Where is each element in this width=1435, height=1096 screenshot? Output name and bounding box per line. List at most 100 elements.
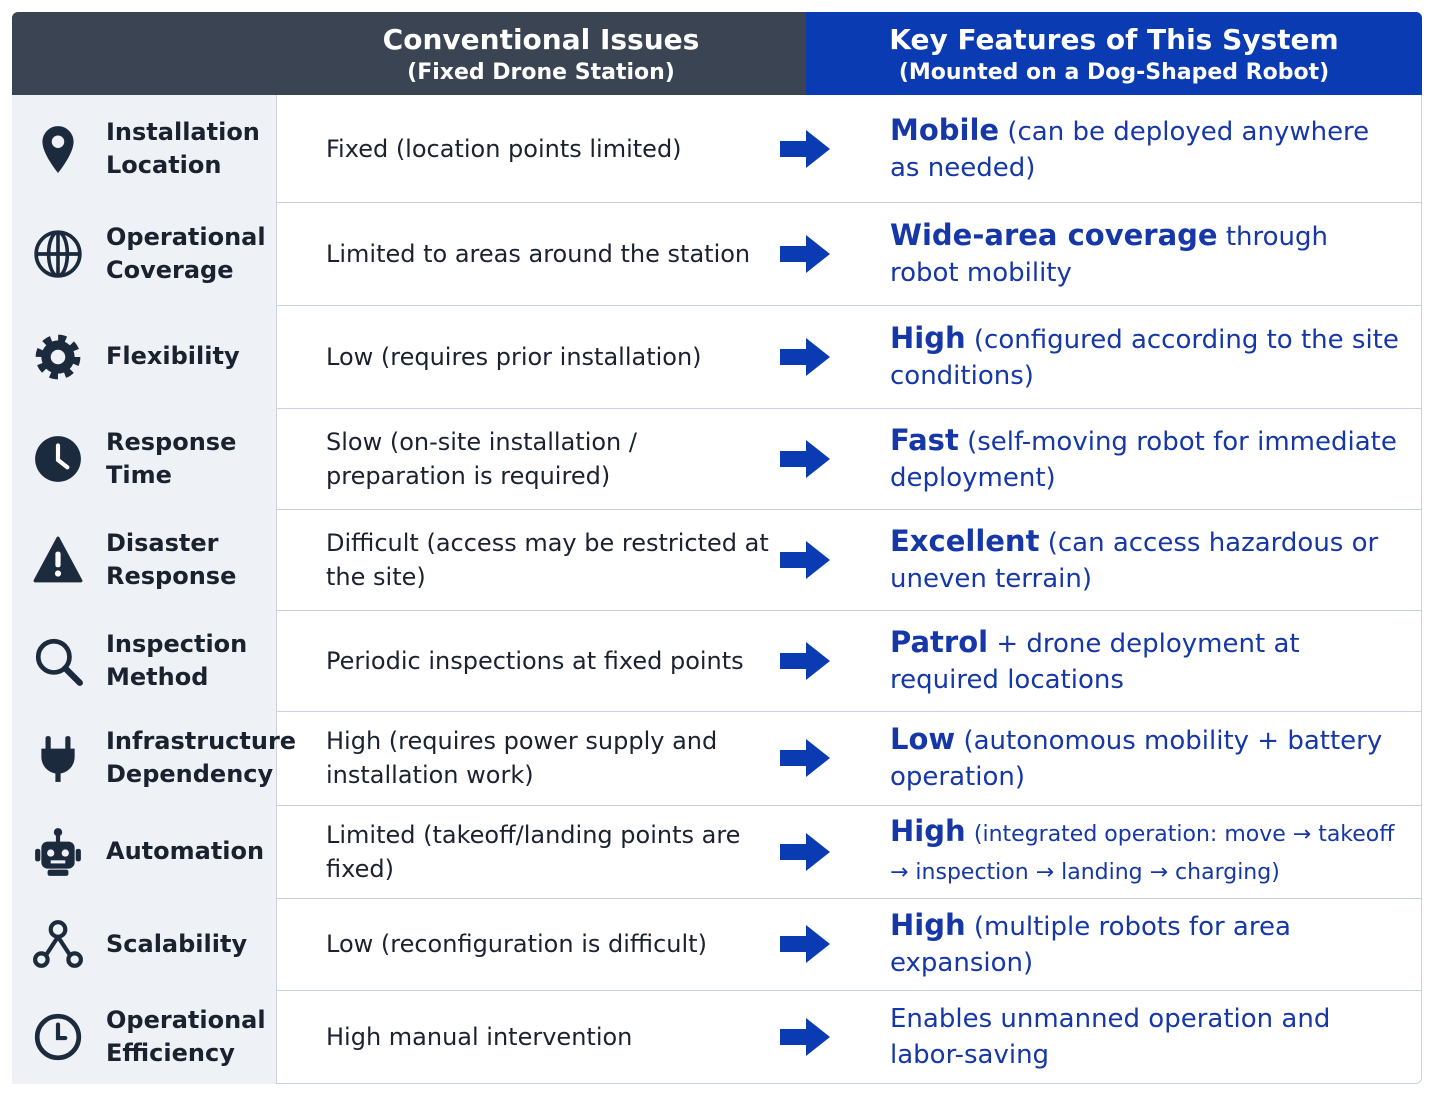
- row-label: Operational Coverage: [106, 222, 266, 284]
- row-icon: [41, 736, 75, 782]
- table-row: Response Time Slow (on-site installation …: [12, 408, 1422, 510]
- row-label-cell: Automation: [12, 805, 277, 898]
- conventional-text: Limited to areas around the station: [326, 239, 751, 268]
- arrow: [780, 234, 830, 273]
- arrow: [780, 925, 830, 963]
- row-icon: [33, 536, 83, 582]
- feature-cell: Low (autonomous mobility + battery opera…: [890, 711, 1400, 805]
- feature-cell: Wide-area coverage through robot mobilit…: [890, 202, 1400, 305]
- row-label: Scalability: [106, 929, 248, 958]
- feature-text: High (integrated operation: move → takeo…: [890, 813, 1400, 891]
- feature-detail: (autonomous mobility + battery operation…: [890, 726, 1383, 792]
- row-icon: [35, 435, 81, 482]
- row-label-cell: Installation Location: [12, 95, 277, 202]
- table-row: Infrastructure Dependency High (requires …: [12, 711, 1422, 806]
- feature-text: Wide-area coverage through robot mobilit…: [890, 217, 1400, 291]
- arrow: [780, 1018, 830, 1056]
- row-label-cell: Scalability: [12, 898, 277, 990]
- feature-cell: Fast (self-moving robot for immediate de…: [890, 408, 1400, 509]
- feature-highlight: Fast: [890, 422, 959, 457]
- feature-detail: (configured according to the site condit…: [890, 324, 1399, 391]
- feature-cell: Excellent (can access hazardous or uneve…: [890, 509, 1400, 610]
- feature-text: Patrol + drone deployment at required lo…: [890, 624, 1400, 698]
- conventional-text: Periodic inspections at fixed points: [326, 646, 744, 675]
- row-label: Flexibility: [106, 342, 240, 370]
- conventional-text: Fixed (location points limited): [326, 134, 682, 163]
- row-icon: [35, 638, 83, 686]
- table-row: Operational Coverage Limited to areas aro…: [12, 202, 1422, 306]
- feature-detail: + drone deployment at required locations: [890, 628, 1300, 695]
- row-icon: [33, 920, 83, 968]
- feature-highlight: High: [890, 320, 966, 355]
- row-icon: [42, 125, 74, 173]
- feature-text: Low (autonomous mobility + battery opera…: [890, 721, 1400, 795]
- row-label-cell: Inspection Method: [12, 610, 277, 711]
- feature-text: Enables unmanned operation and labor-sav…: [890, 1001, 1400, 1073]
- table-row: Inspection Method Periodic inspections at…: [12, 610, 1422, 712]
- header-features: Key Features of This System (Mounted on …: [806, 12, 1422, 95]
- arrow: [780, 739, 830, 777]
- feature-detail: (integrated operation: move → takeoff → …: [890, 821, 1395, 885]
- row-label: Operational Efficiency: [106, 1006, 266, 1067]
- header-subtitle: (Fixed Drone Station): [407, 59, 675, 85]
- row-label-cell: Flexibility: [12, 305, 277, 408]
- row-label: Automation: [106, 837, 265, 865]
- table-row: Scalability Low (reconfiguration is diffi…: [12, 898, 1422, 991]
- feature-highlight: Low: [890, 722, 956, 756]
- arrow: [780, 439, 830, 478]
- row-label: Installation Location: [106, 117, 260, 179]
- feature-detail: Enables unmanned operation and labor-sav…: [890, 1004, 1331, 1070]
- row-label: Infrastructure Dependency: [106, 727, 297, 788]
- feature-cell: High (multiple robots for area expansion…: [890, 898, 1400, 990]
- row-label-cell: Infrastructure Dependency: [12, 711, 297, 805]
- conventional-text: Slow (on-site installation / preparation…: [326, 427, 637, 490]
- feature-detail: (can be deployed anywhere as needed): [890, 116, 1370, 183]
- feature-cell: Enables unmanned operation and labor-sav…: [890, 990, 1400, 1084]
- row-label: Disaster Response: [106, 528, 237, 590]
- table-row: Installation Location Fixed (location poi…: [12, 95, 1422, 203]
- table-row: Operational Efficiency High manual interv…: [12, 990, 1422, 1084]
- arrow: [780, 129, 830, 168]
- row-icon: [35, 334, 81, 379]
- row-icon: [34, 229, 82, 278]
- feature-detail: through robot mobility: [890, 221, 1329, 288]
- header-subtitle: (Mounted on a Dog-Shaped Robot): [898, 59, 1330, 85]
- header-conventional: Conventional Issues (Fixed Drone Station…: [276, 12, 806, 95]
- row-label: Inspection Method: [106, 629, 248, 691]
- feature-detail: (multiple robots for area expansion): [890, 912, 1291, 978]
- feature-text: High (configured according to the site c…: [890, 320, 1400, 394]
- conventional-text: High (requires power supply and installa…: [326, 727, 718, 789]
- feature-text: Mobile (can be deployed anywhere as need…: [890, 112, 1400, 186]
- row-label-cell: Disaster Response: [12, 509, 277, 610]
- header-blank: [12, 12, 276, 95]
- arrow: [780, 540, 830, 579]
- feature-highlight: High: [890, 813, 966, 848]
- table-row: Automation Limited (takeoff/landing point…: [12, 805, 1422, 899]
- row-icon: [35, 827, 81, 876]
- header-title: Key Features of This System: [889, 22, 1339, 56]
- feature-text: Fast (self-moving robot for immediate de…: [890, 422, 1400, 496]
- feature-highlight: Excellent: [890, 523, 1040, 558]
- row-label-cell: Response Time: [12, 408, 277, 509]
- conventional-text: Difficult (access may be restricted at t…: [326, 528, 769, 591]
- feature-detail: (self-moving robot for immediate deploym…: [890, 426, 1397, 493]
- feature-detail: (can access hazardous or uneven terrain): [890, 527, 1379, 594]
- row-label-cell: Operational Coverage: [12, 202, 277, 305]
- feature-cell: High (integrated operation: move → takeo…: [890, 805, 1400, 898]
- feature-highlight: Wide-area coverage: [890, 217, 1218, 252]
- feature-cell: Patrol + drone deployment at required lo…: [890, 610, 1400, 711]
- feature-text: High (multiple robots for area expansion…: [890, 907, 1400, 981]
- row-label-cell: Operational Efficiency: [12, 990, 277, 1084]
- arrow: [780, 337, 830, 376]
- feature-highlight: High: [890, 908, 966, 942]
- table-row: Flexibility Low (requires prior installat…: [12, 305, 1422, 409]
- row-icon: [34, 1013, 82, 1061]
- feature-cell: Mobile (can be deployed anywhere as need…: [890, 95, 1400, 202]
- conventional-text: High manual intervention: [326, 1023, 633, 1051]
- row-label: Response Time: [106, 427, 237, 489]
- header-title: Conventional Issues: [382, 22, 700, 56]
- feature-cell: High (configured according to the site c…: [890, 305, 1400, 408]
- feature-highlight: Mobile: [890, 112, 1000, 147]
- feature-highlight: Patrol: [890, 624, 989, 659]
